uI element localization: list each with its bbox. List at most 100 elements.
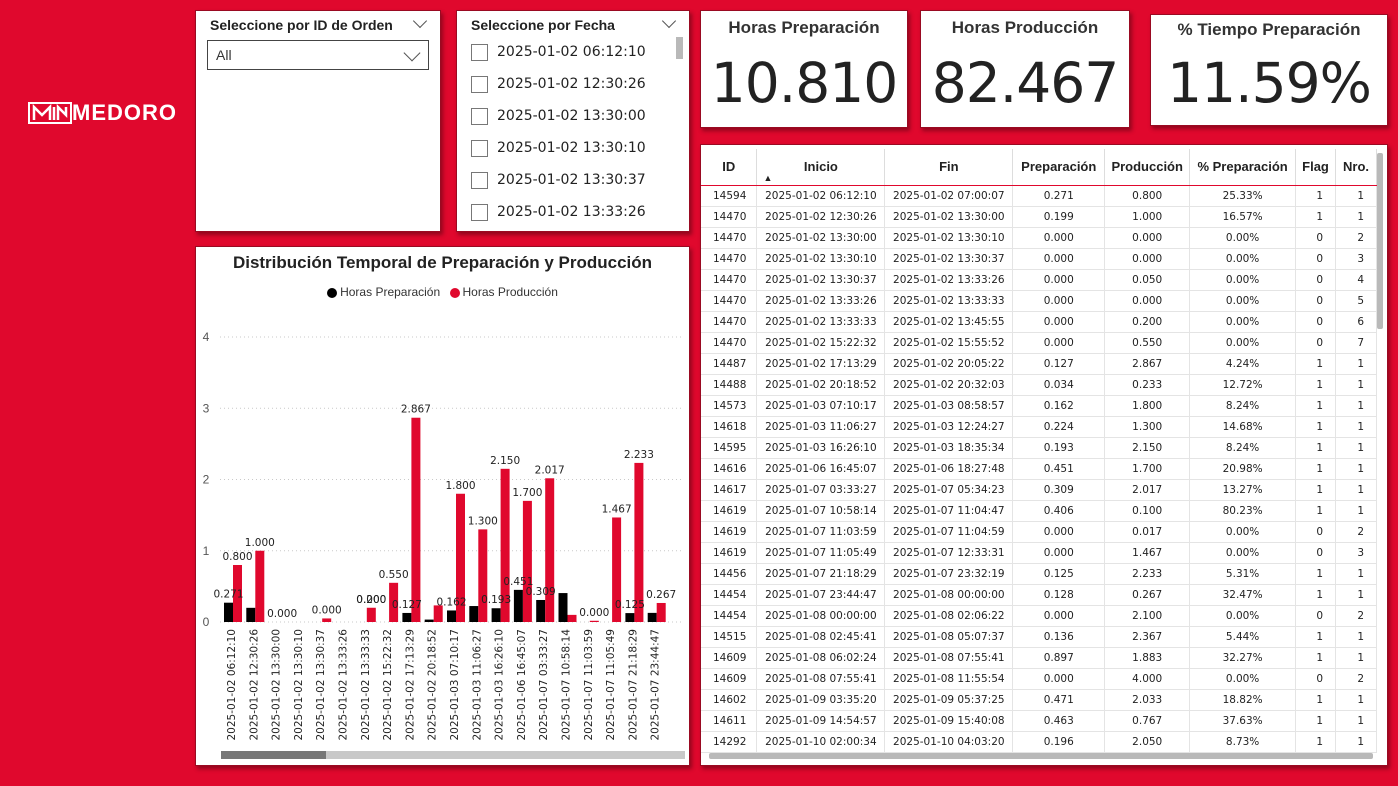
table-row[interactable]: 14470 2025-01-02 13:30:10 2025-01-02 13:30…	[701, 248, 1377, 270]
col-header-pct-preparacion[interactable]: % Preparación	[1189, 149, 1297, 186]
table-cell: 0.000	[1012, 290, 1106, 312]
table-cell: 2025-01-07 11:03:59	[756, 521, 886, 543]
detail-table-panel: ID Inicio ▲ Fin Preparación Producción %…	[700, 144, 1388, 766]
table-row[interactable]: 14619 2025-01-07 10:58:14 2025-01-07 11:04…	[701, 500, 1377, 522]
table-cell: 0.017	[1104, 521, 1191, 543]
table-row[interactable]: 14617 2025-01-07 03:33:27 2025-01-07 05:34…	[701, 479, 1377, 501]
table-row[interactable]: 14488 2025-01-02 20:18:52 2025-01-02 20:32…	[701, 374, 1377, 396]
checkbox[interactable]	[471, 75, 488, 93]
table-row[interactable]: 14454 2025-01-07 23:44:47 2025-01-08 00:00…	[701, 584, 1377, 606]
bar-produccion	[255, 550, 265, 622]
table-cell: 0.00%	[1189, 269, 1297, 291]
table-row[interactable]: 14470 2025-01-02 13:33:33 2025-01-02 13:45…	[701, 311, 1377, 333]
legend-item-preparacion[interactable]: Horas Preparación	[327, 285, 440, 299]
y-tick-label: 0	[203, 615, 210, 629]
date-option[interactable]: 2025-01-02 13:30:10	[471, 137, 646, 159]
table-cell: 2025-01-02 06:12:10	[756, 185, 886, 207]
table-cell: 14594	[701, 185, 758, 207]
table-cell: 0.00%	[1189, 290, 1297, 312]
bar-produccion	[612, 517, 622, 622]
kpi-horas-preparacion: Horas Preparación 10.810	[700, 10, 908, 128]
table-cell: 20.98%	[1189, 458, 1297, 480]
table-cell: 0	[1295, 521, 1336, 543]
date-option[interactable]: 2025-01-02 13:30:00	[471, 105, 646, 127]
legend-dot	[327, 287, 338, 298]
chevron-down-icon[interactable]	[412, 13, 428, 29]
table-cell: 0.199	[1012, 206, 1106, 228]
x-tick-label: 2025-01-07 03:33:27	[538, 629, 550, 741]
col-header-id[interactable]: ID	[701, 149, 758, 186]
table-row[interactable]: 14292 2025-01-10 02:00:34 2025-01-10 04:03…	[701, 731, 1377, 753]
table-row[interactable]: 14619 2025-01-07 11:03:59 2025-01-07 11:04…	[701, 521, 1377, 543]
checkbox[interactable]	[471, 107, 488, 125]
slicer-scrollbar[interactable]	[676, 37, 683, 59]
checkbox[interactable]	[471, 43, 488, 61]
table-row[interactable]: 14515 2025-01-08 02:45:41 2025-01-08 05:07…	[701, 626, 1377, 648]
date-option[interactable]: 2025-01-02 06:12:10	[471, 41, 646, 63]
table-cell: 32.27%	[1189, 647, 1297, 669]
table-row[interactable]: 14609 2025-01-08 07:55:41 2025-01-08 11:55…	[701, 668, 1377, 690]
orden-dropdown[interactable]: All	[207, 40, 429, 70]
table-scrollbar-vertical[interactable]	[1377, 153, 1383, 329]
table-row[interactable]: 14595 2025-01-03 16:26:10 2025-01-03 18:35…	[701, 437, 1377, 459]
y-tick-label: 3	[203, 401, 210, 415]
table-row[interactable]: 14470 2025-01-02 13:33:26 2025-01-02 13:33…	[701, 290, 1377, 312]
table-row[interactable]: 14470 2025-01-02 15:22:32 2025-01-02 15:55…	[701, 332, 1377, 354]
table-row[interactable]: 14573 2025-01-03 07:10:17 2025-01-03 08:58…	[701, 395, 1377, 417]
table-row[interactable]: 14619 2025-01-07 11:05:49 2025-01-07 12:33…	[701, 542, 1377, 564]
table-row[interactable]: 14470 2025-01-02 12:30:26 2025-01-02 13:30…	[701, 206, 1377, 228]
col-header-fin[interactable]: Fin	[884, 149, 1014, 186]
date-option-label: 2025-01-02 13:30:37	[497, 172, 646, 188]
table-row[interactable]: 14616 2025-01-06 16:45:07 2025-01-06 18:27…	[701, 458, 1377, 480]
table-row[interactable]: 14456 2025-01-07 21:18:29 2025-01-07 23:32…	[701, 563, 1377, 585]
chart-scrollbar-thumb[interactable]	[221, 751, 326, 759]
col-header-nro[interactable]: Nro.	[1335, 149, 1377, 186]
data-label: 0.309	[526, 586, 556, 598]
col-header-preparacion[interactable]: Preparación	[1012, 149, 1106, 186]
chevron-down-icon[interactable]	[661, 13, 677, 29]
table-cell: 0.000	[1104, 290, 1191, 312]
table-row[interactable]: 14454 2025-01-08 00:00:00 2025-01-08 02:06…	[701, 605, 1377, 627]
chart-scrollbar-track[interactable]	[221, 751, 685, 759]
table-cell: 1.300	[1104, 416, 1191, 438]
table-cell: 0.000	[1012, 227, 1106, 249]
col-header-flag[interactable]: Flag	[1295, 149, 1336, 186]
col-header-produccion[interactable]: Producción	[1104, 149, 1191, 186]
table-cell: 8.24%	[1189, 395, 1297, 417]
checkbox[interactable]	[471, 203, 488, 221]
table-row[interactable]: 14618 2025-01-03 11:06:27 2025-01-03 12:24…	[701, 416, 1377, 438]
table-header-row: ID Inicio ▲ Fin Preparación Producción %…	[701, 149, 1377, 186]
slicer-fecha: Seleccione por Fecha 2025-01-02 06:12:10…	[456, 10, 690, 232]
table-cell: 0.000	[1012, 311, 1106, 333]
table-row[interactable]: 14602 2025-01-09 03:35:20 2025-01-09 05:37…	[701, 689, 1377, 711]
table-cell: 14470	[701, 227, 758, 249]
table-cell: 0	[1295, 542, 1336, 564]
table-row[interactable]: 14594 2025-01-02 06:12:10 2025-01-02 07:00…	[701, 185, 1377, 207]
table-row[interactable]: 14470 2025-01-02 13:30:00 2025-01-02 13:30…	[701, 227, 1377, 249]
brand-name: MEDORO	[72, 100, 177, 125]
x-tick-label: 2025-01-07 21:18:29	[627, 629, 639, 741]
bar-preparacion	[469, 606, 479, 622]
table-row[interactable]: 14487 2025-01-02 17:13:29 2025-01-02 20:05…	[701, 353, 1377, 375]
table-cell: 14611	[701, 710, 758, 732]
legend-item-produccion[interactable]: Horas Producción	[449, 285, 558, 299]
checkbox[interactable]	[471, 171, 488, 189]
table-cell: 2025-01-08 05:07:37	[884, 626, 1014, 648]
date-option[interactable]: 2025-01-02 13:30:37	[471, 169, 646, 191]
checkbox[interactable]	[471, 139, 488, 157]
date-option[interactable]: 2025-01-02 13:33:26	[471, 201, 646, 223]
table-row[interactable]: 14470 2025-01-02 13:30:37 2025-01-02 13:33…	[701, 269, 1377, 291]
table-scrollbar-horizontal[interactable]	[709, 753, 1373, 759]
slicer-orden: Seleccione por ID de Orden All	[195, 10, 441, 232]
table-cell: 1	[1335, 563, 1377, 585]
x-tick-label: 2025-01-06 16:45:07	[516, 629, 528, 741]
date-option[interactable]: 2025-01-02 12:30:26	[471, 73, 646, 95]
table-row[interactable]: 14611 2025-01-09 14:54:57 2025-01-09 15:40…	[701, 710, 1377, 732]
table-cell: 18.82%	[1189, 689, 1297, 711]
table-cell: 14487	[701, 353, 758, 375]
table-cell: 2025-01-02 13:30:37	[884, 248, 1014, 270]
table-cell: 5	[1335, 290, 1377, 312]
col-header-inicio[interactable]: Inicio ▲	[756, 149, 886, 186]
table-row[interactable]: 14609 2025-01-08 06:02:24 2025-01-08 07:55…	[701, 647, 1377, 669]
table-cell: 1	[1295, 416, 1336, 438]
